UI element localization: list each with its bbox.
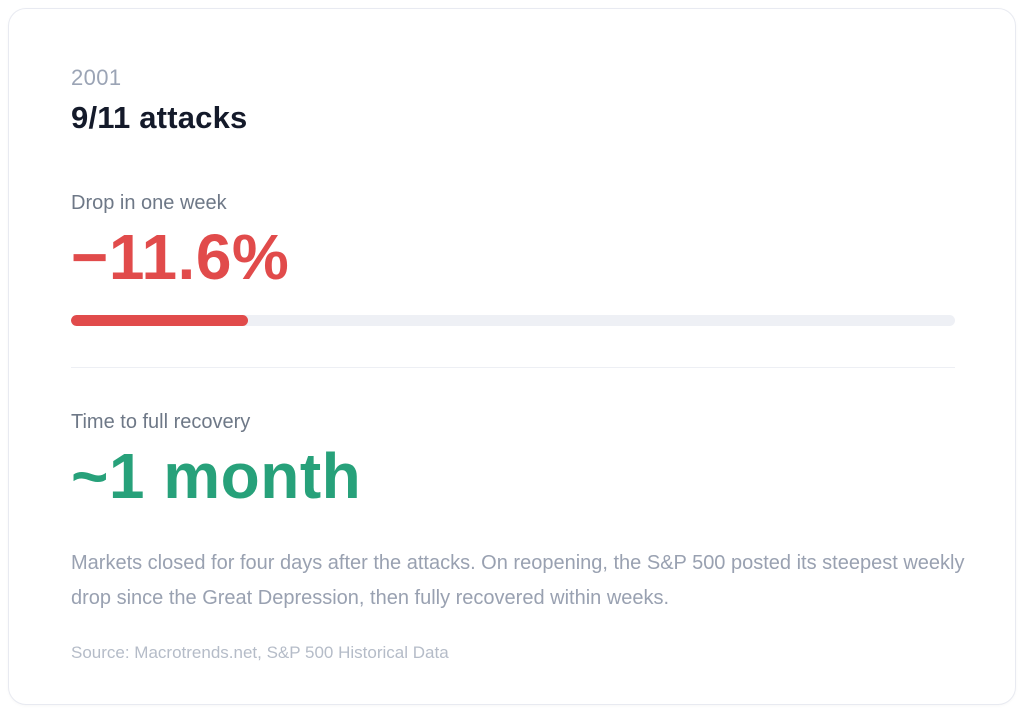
- year-label: 2001: [71, 65, 122, 90]
- event-title: 9/11 attacks: [71, 100, 248, 135]
- drop-section: Drop in one week −11.6%: [71, 191, 955, 326]
- recovery-label: Time to full recovery: [71, 411, 251, 433]
- recovery-value: ~1 month: [71, 440, 362, 512]
- drop-progress-track: [71, 315, 955, 326]
- recovery-section: Time to full recovery ~1 month: [71, 410, 953, 510]
- drop-progress-fill: [71, 315, 248, 326]
- source-attribution: Source: Macrotrends.net, S&P 500 Histori…: [71, 643, 449, 662]
- drop-label: Drop in one week: [71, 192, 227, 214]
- section-divider: [71, 367, 955, 368]
- event-description: Markets closed for four days after the a…: [71, 552, 965, 609]
- event-stat-card: 2001 9/11 attacks Drop in one week −11.6…: [8, 8, 1016, 705]
- drop-value: −11.6%: [71, 221, 290, 293]
